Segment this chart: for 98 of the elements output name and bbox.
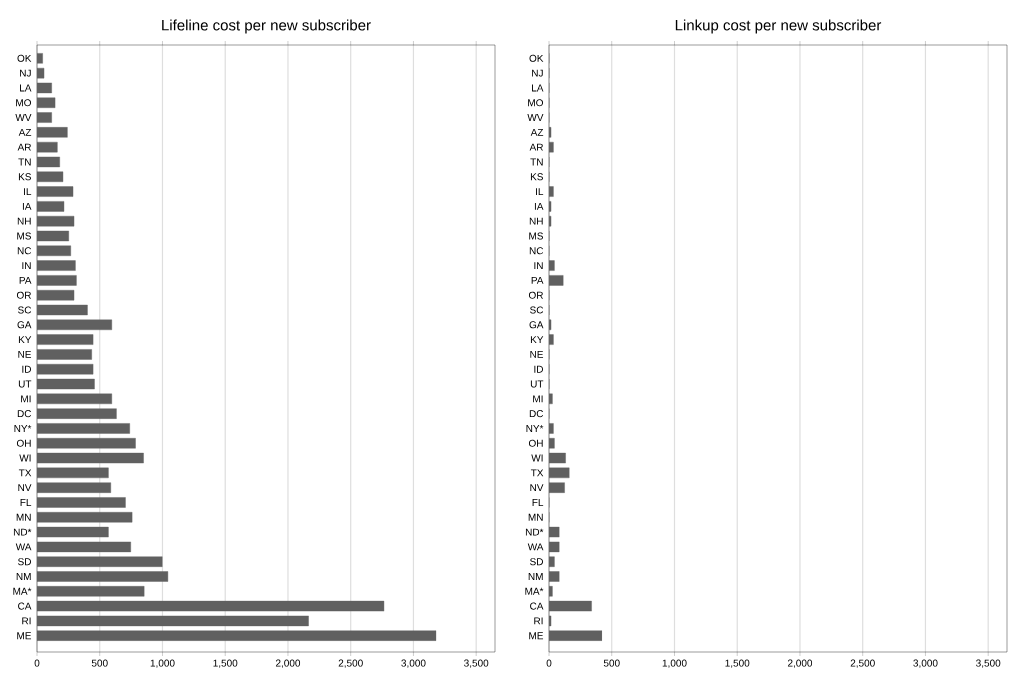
y-tick-label: MA* <box>13 587 32 595</box>
y-tick-label: CA <box>530 602 544 610</box>
y-tick-label: IN <box>22 262 31 270</box>
y-tick-label: NH <box>17 217 31 225</box>
y-tick-label: WV <box>15 114 32 121</box>
y-tick-label: ID <box>22 365 31 373</box>
y-tick-label: NV <box>18 484 32 492</box>
x-tick-label: 500 <box>603 659 620 667</box>
y-tick-label: CA <box>18 602 32 610</box>
y-tick-label: MS <box>17 232 32 240</box>
y-tick-label: UT <box>18 380 32 388</box>
y-tick-label: FL <box>532 499 544 506</box>
y-tick-label: WA <box>527 543 544 551</box>
y-tick-label: RI <box>534 617 543 625</box>
y-tick-label: LA <box>532 84 544 92</box>
y-tick-label: KS <box>18 173 32 181</box>
x-tick-label: 0 <box>546 659 552 667</box>
y-tick-label: AZ <box>530 128 544 136</box>
x-tick-label: 3,000 <box>401 659 426 668</box>
y-tick-label: MN <box>16 513 31 521</box>
y-tick-label: WV <box>527 114 544 121</box>
y-tick-label: ND* <box>13 528 32 536</box>
y-tick-label: SC <box>530 306 544 314</box>
x-tick-label: 1,000 <box>150 659 175 668</box>
y-tick-label: KY <box>18 336 32 344</box>
y-tick-label: IL <box>24 188 32 196</box>
x-tick-label: 1,500 <box>213 659 238 668</box>
y-tick-label: SD <box>18 558 31 566</box>
y-tick-label: TX <box>18 469 32 477</box>
chart-title: Lifeline cost per new subscriber <box>162 19 371 34</box>
chart-title: Linkup cost per new subscriber <box>675 19 882 34</box>
y-tick-label: KS <box>530 173 544 181</box>
y-tick-label: MO <box>16 99 31 107</box>
y-tick-label: NE <box>18 350 32 358</box>
y-tick-label: SD <box>530 558 543 566</box>
y-tick-label: NJ <box>20 69 31 77</box>
y-tick-label: MI <box>21 395 31 403</box>
x-tick-label: 2,500 <box>850 659 875 668</box>
y-tick-label: DC <box>529 410 544 418</box>
y-tick-label: IN <box>534 262 543 270</box>
y-tick-label: NY* <box>526 425 544 432</box>
y-tick-label: NC <box>529 247 544 255</box>
y-tick-label: ME <box>529 632 544 640</box>
y-tick-label: OH <box>528 439 543 447</box>
y-tick-label: MN <box>528 513 543 521</box>
y-tick-label: ME <box>17 632 32 640</box>
y-tick-label: OK <box>17 54 32 62</box>
y-tick-label: PA <box>531 276 544 284</box>
y-tick-label: RI <box>22 617 31 625</box>
y-tick-label: NJ <box>532 69 543 77</box>
y-tick-label: OK <box>529 54 544 62</box>
y-tick-label: GA <box>529 321 544 329</box>
y-tick-label: NH <box>529 217 543 225</box>
x-tick-label: 3,500 <box>464 659 489 668</box>
y-tick-label: AR <box>17 143 32 151</box>
x-tick-label: 2,500 <box>338 659 363 668</box>
y-tick-label: KY <box>530 336 544 344</box>
y-tick-label: TN <box>18 158 31 166</box>
y-tick-label: AR <box>529 143 544 151</box>
x-tick-label: 0 <box>34 659 40 667</box>
y-tick-label: OH <box>16 439 31 447</box>
y-tick-label: AZ <box>18 128 32 136</box>
y-tick-label: ID <box>534 365 543 373</box>
y-tick-label: DC <box>17 410 32 418</box>
y-tick-label: ND* <box>525 528 544 536</box>
y-tick-label: WA <box>15 543 32 551</box>
y-tick-label: MA* <box>525 587 544 595</box>
y-tick-label: NV <box>530 484 544 492</box>
y-tick-label: PA <box>19 276 32 284</box>
y-tick-label: IA <box>22 202 32 210</box>
y-tick-label: TX <box>530 469 544 477</box>
y-tick-label: MS <box>529 232 544 240</box>
y-tick-label: MI <box>533 395 543 403</box>
y-tick-label: NM <box>16 573 31 580</box>
y-tick-label: OR <box>16 291 32 299</box>
y-tick-label: IA <box>534 202 544 210</box>
y-tick-label: LA <box>20 84 32 92</box>
y-tick-label: NM <box>528 573 543 580</box>
y-tick-label: NE <box>530 350 544 358</box>
y-tick-label: NY* <box>14 425 32 432</box>
x-tick-label: 3,000 <box>913 659 938 668</box>
y-tick-label: WI <box>19 454 31 462</box>
y-tick-label: GA <box>17 321 32 329</box>
y-tick-label: SC <box>18 306 32 314</box>
y-tick-label: OR <box>528 291 544 299</box>
x-tick-label: 1,000 <box>662 659 687 668</box>
y-tick-label: UT <box>530 380 544 388</box>
y-tick-label: NC <box>17 247 32 255</box>
x-tick-label: 3,500 <box>976 659 1001 668</box>
x-tick-label: 500 <box>91 659 108 667</box>
y-tick-label: IL <box>536 188 544 196</box>
y-tick-label: FL <box>20 499 32 506</box>
y-tick-label: MO <box>528 99 543 107</box>
x-tick-label: 2,000 <box>275 659 301 668</box>
y-tick-label: TN <box>530 158 543 166</box>
y-tick-label: WI <box>531 454 543 462</box>
x-tick-label: 1,500 <box>725 659 750 668</box>
x-tick-label: 2,000 <box>787 659 813 668</box>
